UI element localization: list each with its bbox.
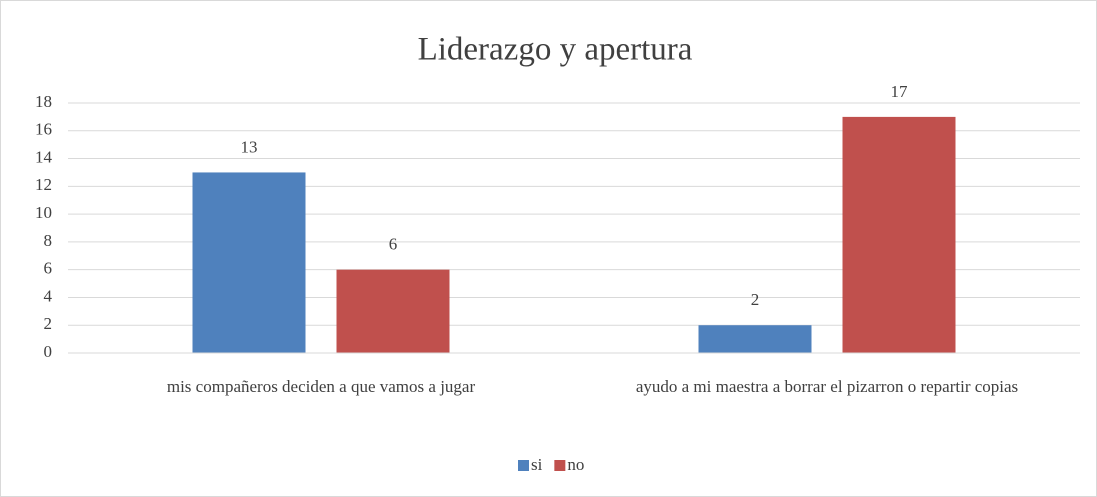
- legend-label: no: [567, 455, 584, 474]
- chart-title: Liderazgo y apertura: [418, 32, 693, 68]
- y-tick-label: 8: [44, 231, 53, 250]
- y-tick-label: 6: [44, 259, 53, 278]
- y-tick-label: 14: [35, 147, 53, 166]
- data-label: 6: [389, 235, 398, 254]
- x-tick-label: mis compañeros deciden a que vamos a jug…: [166, 377, 476, 396]
- bar: [842, 116, 956, 353]
- data-label: 17: [891, 82, 909, 101]
- bar: [192, 172, 306, 353]
- legend-label: si: [531, 455, 543, 474]
- legend-swatch: [518, 460, 529, 471]
- y-tick-label: 12: [35, 175, 52, 194]
- bar: [336, 269, 450, 353]
- bar: [698, 325, 812, 353]
- y-tick-label: 18: [35, 92, 52, 111]
- data-label: 13: [241, 137, 258, 156]
- x-tick-label: ayudo a mi maestra a borrar el pizarron …: [635, 377, 1019, 396]
- legend-swatch: [554, 460, 566, 471]
- y-tick-label: 16: [35, 120, 52, 139]
- y-tick-label: 4: [44, 286, 53, 305]
- y-tick-label: 10: [35, 203, 52, 222]
- data-label: 2: [751, 290, 760, 309]
- y-tick-label: 0: [44, 342, 53, 361]
- y-tick-label: 2: [44, 314, 53, 333]
